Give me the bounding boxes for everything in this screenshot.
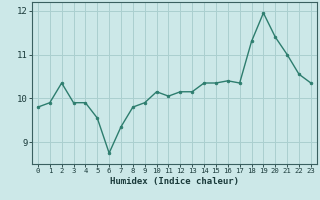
X-axis label: Humidex (Indice chaleur): Humidex (Indice chaleur) (110, 177, 239, 186)
